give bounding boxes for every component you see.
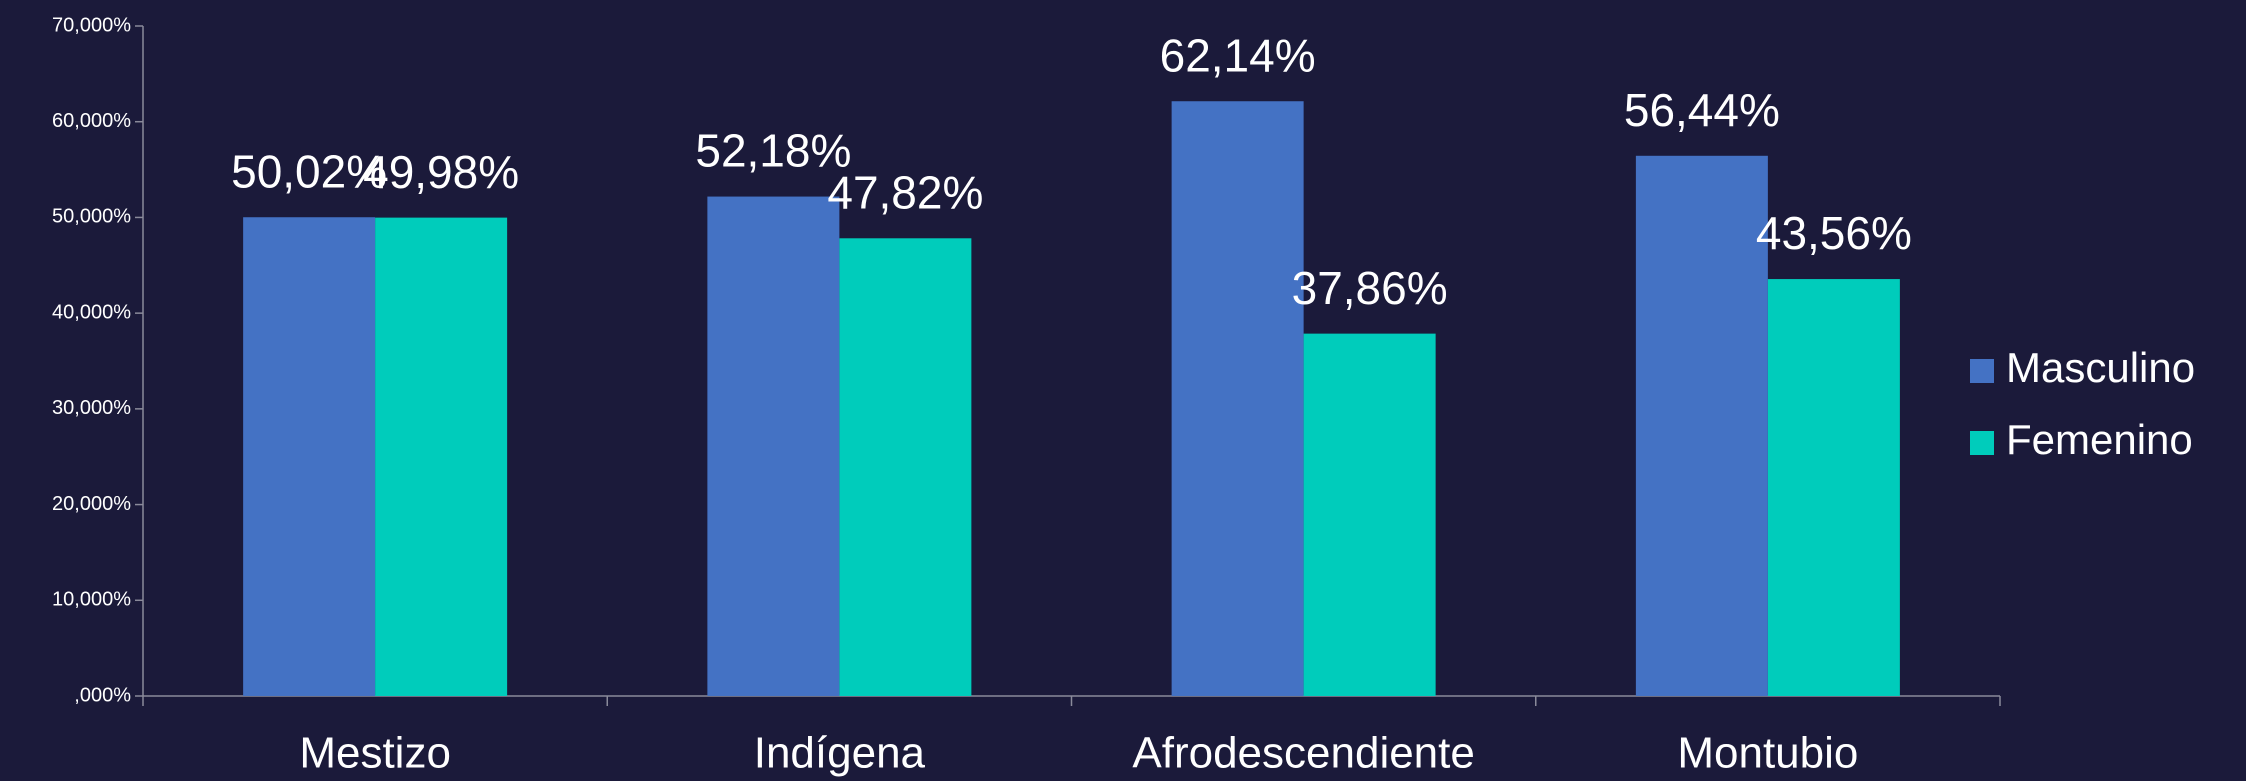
x-tick-label: Indígena (754, 729, 926, 778)
bar (1767, 279, 1900, 696)
data-label: 49,98% (363, 146, 519, 198)
bar (243, 217, 376, 697)
bar (375, 217, 508, 696)
y-tick-label: 60,000% (52, 110, 131, 132)
legend-label: Femenino (2006, 416, 2193, 463)
data-label: 56,44% (1624, 84, 1780, 136)
y-tick-label: 20,000% (52, 493, 131, 515)
data-label: 52,18% (695, 125, 851, 177)
y-tick-label: 10,000% (52, 589, 131, 611)
x-tick-label: Afrodescendiente (1132, 729, 1474, 778)
data-label: 47,82% (827, 166, 983, 218)
bar (1303, 333, 1436, 696)
data-label: 43,56% (1756, 207, 1912, 259)
y-tick-label: 70,000% (52, 14, 131, 36)
y-tick-label: 50,000% (52, 206, 131, 228)
legend-label: Masculino (2006, 344, 2195, 391)
y-tick-label: ,000% (74, 684, 131, 706)
legend-swatch (1970, 431, 1994, 455)
data-label: 37,86% (1292, 262, 1448, 314)
bar (707, 196, 840, 696)
bar (839, 238, 972, 696)
y-tick-label: 30,000% (52, 397, 131, 419)
bar (1635, 155, 1768, 696)
data-label: 50,02% (231, 145, 387, 197)
x-tick-label: Montubio (1677, 729, 1858, 778)
y-tick-label: 40,000% (52, 301, 131, 323)
data-label: 62,14% (1160, 29, 1316, 81)
bar (1171, 101, 1304, 696)
legend-swatch (1970, 359, 1994, 383)
x-tick-label: Mestizo (299, 729, 451, 778)
